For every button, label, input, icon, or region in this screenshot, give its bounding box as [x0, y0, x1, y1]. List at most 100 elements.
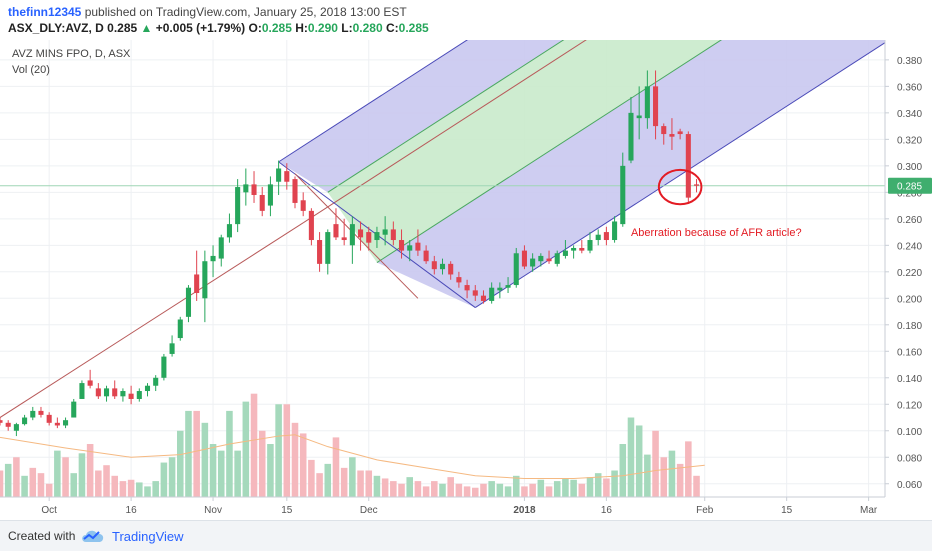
price-axis[interactable]: 0.380 0.360 0.340 0.320 0.300 0.280 0.260 0.240…: [884, 40, 932, 520]
ohlc-h-label: H:: [295, 21, 308, 35]
volume-bar: [578, 483, 586, 497]
last-price-tag: [888, 177, 932, 194]
volume-bar: [168, 457, 176, 497]
candle-body: [677, 131, 683, 135]
volume-bar: [570, 479, 577, 497]
chart-header: thefinn12345 published on TradingView.co…: [0, 0, 932, 40]
candle-body: [169, 343, 175, 354]
candle-body: [390, 229, 396, 241]
candle-body: [292, 179, 298, 203]
candle-body: [54, 422, 60, 426]
candle-body: [276, 168, 282, 182]
annotation-text: Aberration because of AFR article?: [631, 227, 802, 239]
volume-bar: [619, 444, 627, 497]
candle-body: [374, 232, 380, 241]
tradingview-brand[interactable]: TradingView: [112, 529, 184, 544]
volume-bar: [693, 475, 700, 497]
price-tick-label: 0.200: [897, 294, 922, 305]
candle-body: [128, 393, 134, 399]
volume-bar: [160, 462, 168, 497]
candle-body: [161, 356, 167, 378]
price-tick-label: 0.260: [897, 215, 922, 226]
volume-bar: [504, 486, 512, 497]
price-tick-label: 0.320: [897, 135, 922, 146]
channel-band-middle: [327, 0, 783, 263]
volume-bar: [29, 467, 37, 497]
channel-band-upper: [278, 0, 626, 193]
candle-body: [480, 295, 487, 301]
time-tick-label: Feb: [696, 505, 714, 516]
candle-body: [439, 263, 446, 270]
price-tick-label: 0.060: [897, 480, 922, 491]
volume-bar: [349, 457, 356, 497]
candle-body: [259, 194, 265, 211]
candle-body: [103, 388, 110, 397]
volume-ma-line: [0, 434, 705, 479]
price-tick-label: 0.240: [897, 241, 922, 252]
volume-bar: [365, 470, 373, 497]
time-axis[interactable]: Oct 16 Nov 15 Dec 2018 16 Feb 15 Mar: [0, 496, 885, 516]
ohlc-close: 0.285: [398, 21, 429, 35]
candle-body: [579, 247, 585, 251]
price-tick-label: 0.100: [897, 427, 922, 438]
chart-area[interactable]: Aberration because of AFR article? 0.380…: [0, 0, 932, 520]
symbol-info: ASX_DLY:AVZ, D 0.285 ▲ +0.005 (+1.79%) O…: [8, 21, 429, 35]
volume-bar: [521, 486, 528, 497]
tradingview-cloud-icon[interactable]: [80, 527, 106, 545]
candle-body: [513, 253, 519, 286]
last-price: 0.285: [107, 21, 138, 35]
volume-bar: [127, 479, 135, 497]
volume-bar: [488, 481, 495, 497]
candle-body: [5, 422, 11, 427]
price-tick-label: 0.340: [897, 109, 922, 120]
price-tick-label: 0.180: [897, 321, 922, 332]
candle-body: [0, 420, 3, 423]
candle-body: [144, 385, 151, 392]
volume-bar: [209, 444, 217, 497]
candle-body: [235, 187, 241, 225]
volume-bar: [250, 393, 258, 497]
candle-body: [341, 237, 347, 241]
volume-bar: [308, 459, 315, 497]
grid: [0, 40, 885, 497]
price-tick-label: 0.160: [897, 347, 922, 358]
candle-body: [210, 255, 216, 262]
volume-bar: [332, 437, 340, 497]
candle-body: [456, 277, 462, 283]
volume-bar: [111, 475, 118, 497]
ohlc-high: 0.290: [307, 21, 338, 35]
footer: Created with TradingView: [0, 520, 932, 551]
candle-body: [333, 224, 339, 238]
candle-body: [71, 401, 77, 418]
volume-bar: [37, 473, 45, 497]
chart-legend-title: AVZ MINS FPO, D, ASX: [12, 48, 131, 60]
candle-body: [317, 240, 323, 264]
candle-body: [612, 221, 618, 241]
volume-bar: [136, 482, 143, 497]
time-tick-label: 16: [601, 505, 613, 516]
volume-bar: [267, 444, 274, 497]
candle-body: [472, 290, 478, 296]
candle-body: [243, 184, 249, 193]
channel-line-bottom: [475, 42, 886, 308]
candle-body: [595, 234, 601, 241]
candle-body: [194, 274, 200, 294]
volume-bar: [676, 463, 684, 497]
ohlc-l-label: L:: [341, 21, 353, 35]
candle-body: [120, 391, 126, 397]
candlestick-chart[interactable]: Aberration because of AFR article? 0.380…: [0, 0, 932, 520]
price-tick-label: 0.120: [897, 400, 922, 411]
author-link[interactable]: thefinn12345: [8, 5, 82, 19]
volume-bars: [0, 393, 700, 497]
candle-body: [63, 420, 69, 426]
candle-body: [538, 255, 544, 262]
volume-bar: [119, 481, 127, 497]
channel-line-top: [278, 0, 530, 163]
candle-body: [79, 383, 85, 399]
volume-bar: [283, 404, 291, 497]
volume-bar: [439, 483, 446, 497]
volume-bar: [4, 463, 12, 497]
volume-bar: [603, 478, 610, 497]
time-tick-label: Mar: [860, 505, 878, 516]
candle-body: [349, 224, 355, 246]
